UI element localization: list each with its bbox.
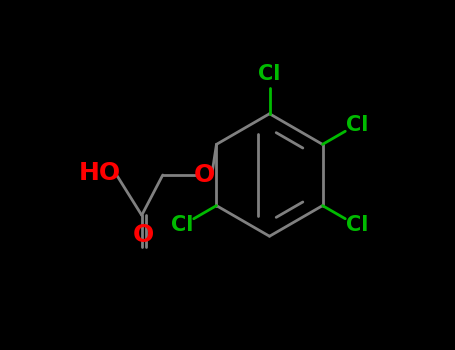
Text: HO: HO — [79, 161, 121, 185]
Text: Cl: Cl — [346, 215, 368, 236]
Text: O: O — [133, 223, 155, 247]
Text: Cl: Cl — [171, 215, 193, 236]
Text: Cl: Cl — [346, 114, 368, 135]
Text: O: O — [194, 163, 215, 187]
Text: Cl: Cl — [258, 64, 281, 84]
